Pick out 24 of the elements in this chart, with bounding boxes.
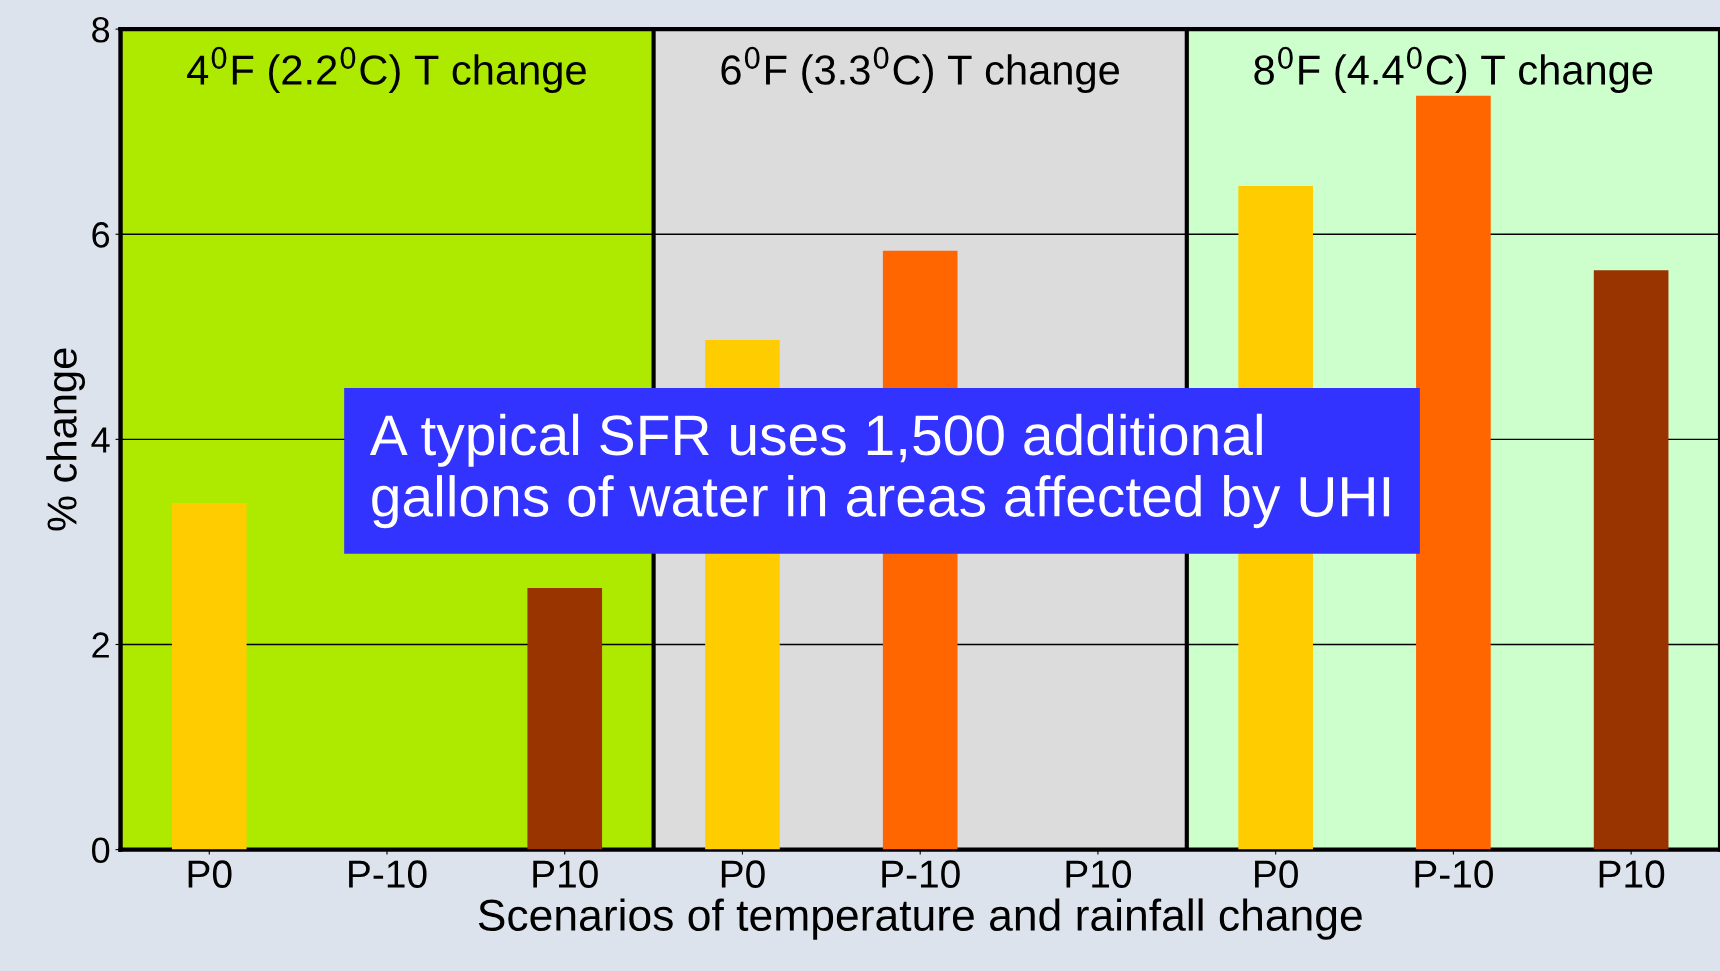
x-tick-label: P0	[721, 860, 765, 888]
x-tick-label: P10	[1599, 860, 1665, 888]
bar	[1593, 270, 1669, 850]
y-tick-label: 0	[92, 837, 110, 864]
y-tick-label: 8	[92, 17, 110, 43]
x-tick-label: P0	[188, 860, 232, 888]
x-tick-label: P-10	[882, 860, 960, 888]
y-axis-title: % change	[46, 348, 86, 531]
annotation: 6$^{0}$F (3.3$^{0}$C) T change	[721, 46, 1119, 94]
bar	[1416, 95, 1491, 850]
x-tick-label: P-10	[349, 860, 427, 888]
y-tick-label: 4	[91, 427, 110, 453]
x-tick-label: P10	[533, 860, 598, 888]
x-axis-title: Scenarios of temperature and rainfall change	[478, 898, 1362, 940]
bar	[527, 588, 603, 850]
y-tick-label: 2	[92, 632, 109, 658]
annotation: A typical SFR uses 1,500 additional gallons of water in areas affected by UHI	[369, 413, 1390, 529]
annotation: 8$^{0}$F (4.4$^{0}$C) T change	[1254, 46, 1653, 94]
bar	[171, 502, 247, 850]
x-tick-label: P-10	[1415, 860, 1493, 888]
annotation: 4$^{0}$F (2.2$^{0}$C) T change	[187, 46, 586, 94]
x-tick-label: P10	[1066, 860, 1132, 888]
x-tick-label: P0	[1255, 860, 1298, 888]
y-tick-label: 6	[92, 222, 110, 248]
